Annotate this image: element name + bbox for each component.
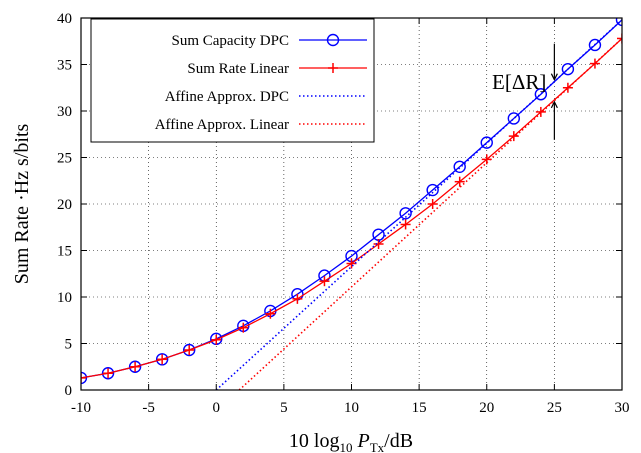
y-axis-label: Sum Rate ·Hz s/bits bbox=[11, 124, 33, 285]
data-point bbox=[400, 219, 411, 230]
data-point bbox=[561, 62, 575, 76]
data-point bbox=[238, 322, 249, 333]
data-point bbox=[319, 276, 330, 287]
x-tick-label: 5 bbox=[280, 400, 288, 416]
data-point bbox=[184, 345, 195, 356]
x-tick-label: 0 bbox=[213, 400, 221, 416]
data-point bbox=[399, 207, 412, 220]
data-point bbox=[81, 371, 88, 385]
data-point bbox=[507, 112, 520, 125]
arrow-down-head bbox=[550, 73, 558, 82]
data-point bbox=[426, 183, 439, 197]
data-point bbox=[130, 361, 141, 372]
y-tick-label: 20 bbox=[57, 197, 72, 213]
data-point bbox=[328, 63, 338, 73]
arrow-up-head bbox=[550, 100, 558, 109]
data-point bbox=[265, 308, 276, 319]
data-point bbox=[292, 293, 303, 304]
x-tick-label: 30 bbox=[615, 400, 630, 416]
data-point bbox=[480, 136, 493, 149]
y-tick-label: 5 bbox=[65, 337, 73, 353]
data-point bbox=[128, 360, 142, 373]
legend-label: Affine Approx. DPC bbox=[165, 89, 289, 105]
legend-label: Sum Capacity DPC bbox=[171, 33, 289, 49]
y-tick-label: 10 bbox=[57, 290, 72, 306]
data-point bbox=[346, 258, 357, 269]
data-point bbox=[101, 367, 115, 380]
data-point bbox=[326, 33, 340, 47]
x-axis-label: 10 log10 PTx/dB bbox=[289, 430, 413, 453]
data-point bbox=[373, 238, 384, 249]
data-point bbox=[182, 343, 196, 357]
data-point bbox=[508, 131, 519, 142]
data-point bbox=[211, 334, 222, 345]
data-point bbox=[615, 18, 622, 27]
legend-label: Sum Rate Linear bbox=[187, 61, 289, 77]
data-point bbox=[103, 368, 114, 379]
x-tick-label: -5 bbox=[142, 400, 155, 416]
y-tick-label: 15 bbox=[57, 244, 72, 260]
legend-label: Affine Approx. Linear bbox=[155, 117, 289, 133]
x-tick-label: 20 bbox=[479, 400, 494, 416]
data-point bbox=[535, 106, 546, 117]
series-layer bbox=[81, 18, 622, 390]
y-tick-label: 35 bbox=[57, 58, 72, 74]
y-tick-label: 0 bbox=[65, 383, 73, 399]
data-point bbox=[534, 88, 548, 101]
data-point bbox=[157, 354, 168, 365]
axis-ticks: -10 -5 0 5 10 15 20 25 30 0 5 10 15 20 25 30 35 40 bbox=[57, 11, 630, 416]
x-tick-label: 15 bbox=[412, 400, 427, 416]
delta-annotation: E[ΔR] bbox=[492, 43, 558, 140]
data-point bbox=[589, 58, 600, 69]
data-point bbox=[617, 33, 622, 44]
x-tick-label: -10 bbox=[71, 400, 91, 416]
data-point bbox=[427, 199, 438, 209]
data-point bbox=[453, 160, 466, 174]
data-point bbox=[155, 353, 169, 366]
y-tick-label: 30 bbox=[57, 104, 72, 120]
series-line bbox=[238, 37, 622, 390]
annotation-label: E[ΔR] bbox=[492, 70, 546, 94]
data-point bbox=[588, 38, 602, 52]
x-tick-label: 10 bbox=[344, 400, 359, 416]
y-tick-label: 25 bbox=[57, 151, 72, 167]
x-tick-label: 25 bbox=[547, 400, 562, 416]
data-point bbox=[562, 82, 573, 93]
data-point bbox=[81, 372, 86, 383]
data-point bbox=[454, 176, 465, 187]
legend: Sum Capacity DPC Sum Rate Linear Affine Ap… bbox=[90, 18, 375, 143]
y-tick-label: 40 bbox=[57, 11, 72, 27]
